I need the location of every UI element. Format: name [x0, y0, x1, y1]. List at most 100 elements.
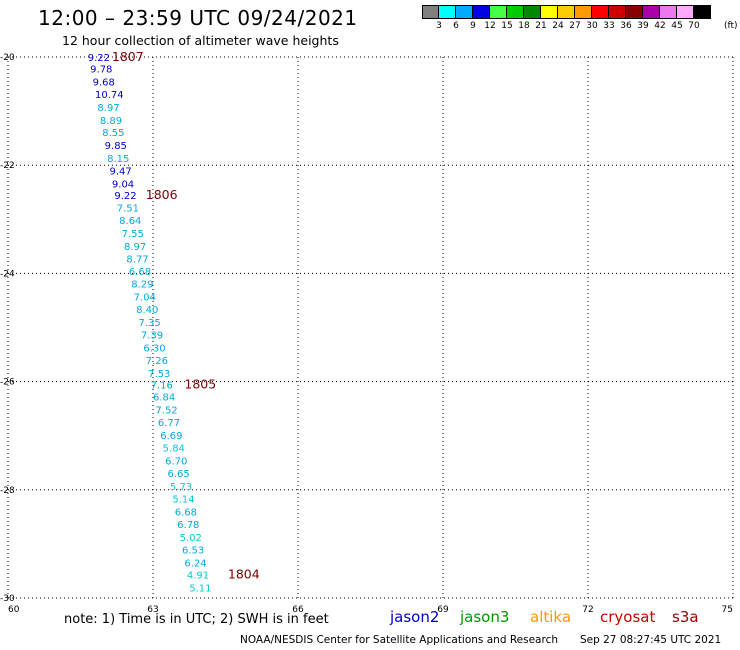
page-title: 12:00 – 23:59 UTC 09/24/2021	[38, 6, 358, 30]
wave-height-value: 6.68	[175, 507, 197, 518]
wave-height-value: 5.84	[163, 444, 185, 455]
wave-height-value: 9.78	[90, 64, 112, 75]
wave-height-value: 5.02	[180, 533, 202, 544]
wave-height-value: 9.04	[112, 180, 134, 191]
color-scale-label: 18	[518, 21, 530, 31]
color-scale-label: 42	[654, 21, 666, 31]
wave-height-value: 7.53	[148, 369, 170, 380]
longitude-tick-label: 69	[437, 605, 449, 615]
color-swatch	[643, 5, 660, 19]
legend-cryosat: cryosat	[600, 608, 656, 626]
wave-height-value: 6.78	[177, 520, 199, 531]
wave-height-value: 8.89	[100, 116, 122, 127]
wave-height-value: 7.04	[134, 293, 156, 304]
color-scale-label: 33	[603, 21, 615, 31]
color-scale-label: 36	[620, 21, 632, 31]
wave-height-value: 9.22	[114, 191, 136, 202]
color-scale-label: 39	[637, 21, 649, 31]
color-swatch	[575, 5, 592, 19]
color-swatch	[677, 5, 694, 19]
wave-height-value: 8.40	[136, 305, 158, 316]
color-swatch	[524, 5, 541, 19]
color-scale-label: 27	[569, 21, 581, 31]
wave-height-value: 6.53	[182, 545, 204, 556]
longitude-tick-label: 72	[582, 605, 593, 615]
latitude-tick-label: -20	[0, 53, 15, 63]
wave-height-value: 5.14	[172, 494, 194, 505]
wave-height-value: 10.74	[95, 90, 124, 101]
color-swatch	[694, 5, 711, 19]
color-swatch	[439, 5, 456, 19]
wave-height-value: 7.16	[151, 380, 173, 391]
wave-height-value: 8.15	[107, 154, 129, 165]
credit-text: NOAA/NESDIS Center for Satellite Applica…	[240, 634, 558, 646]
legend-jason2: jason2	[390, 608, 440, 626]
wave-height-value: 6.70	[165, 457, 187, 468]
color-scale-label: 6	[453, 21, 459, 31]
color-scale-label: 21	[535, 21, 547, 31]
wave-height-value: 8.55	[102, 128, 124, 139]
wave-height-value: 8.64	[119, 216, 141, 227]
latitude-tick-label: -22	[0, 161, 15, 171]
wave-height-value: 6.69	[160, 431, 182, 442]
footer-note: note: 1) Time is in UTC; 2) SWH is in fe…	[64, 612, 329, 627]
color-swatch	[490, 5, 507, 19]
wave-height-value: 6.77	[158, 418, 180, 429]
color-swatch	[507, 5, 524, 19]
legend-s3a: s3a	[672, 608, 699, 626]
wave-height-value: 4.91	[187, 571, 209, 582]
color-scale-label: 24	[552, 21, 564, 31]
color-swatch	[422, 5, 439, 19]
wave-height-value: 6.30	[143, 344, 165, 355]
wave-height-value: 7.39	[141, 331, 163, 342]
latitude-tick-label: -28	[0, 486, 15, 496]
wave-height-value: 9.47	[110, 167, 132, 178]
color-scale-labels: (ft) 3 6 9 12 15 18 21 24 27 30 33 36 39 42 45 70	[422, 19, 737, 33]
color-scale-label: 9	[470, 21, 476, 31]
color-swatch	[473, 5, 490, 19]
wave-height-value: 7.55	[122, 229, 144, 240]
color-swatch	[592, 5, 609, 19]
wave-height-value: 8.77	[126, 254, 148, 265]
longitude-tick-label: 60	[8, 605, 20, 615]
color-scale-label: 15	[501, 21, 513, 31]
legend-altika: altika	[530, 608, 572, 626]
cycle-label: 1806	[146, 187, 178, 202]
wave-height-points: 9.229.789.6810.748.978.898.559.858.159.4…	[88, 53, 212, 595]
wave-height-value: 8.97	[97, 103, 119, 114]
longitude-tick-label: 66	[292, 605, 304, 615]
legend-jason3: jason3	[460, 608, 510, 626]
color-scale-unit: (ft)	[724, 21, 738, 31]
wave-height-value: 6.84	[153, 393, 175, 404]
color-scale-label: 45	[671, 21, 683, 31]
longitude-tick-label: 63	[147, 605, 158, 615]
wave-height-value: 9.22	[88, 53, 110, 64]
latitude-axis: -20 -22 -24 -26 -28 -30	[0, 53, 15, 604]
wave-height-value: 9.68	[93, 77, 115, 88]
color-scale-label: 30	[586, 21, 598, 31]
color-swatch	[609, 5, 626, 19]
map-grid	[7, 56, 734, 599]
wave-height-value: 6.24	[184, 558, 206, 569]
cycle-labels: 1807 1806 1805 1804	[112, 49, 260, 582]
color-scale: (ft) 3 6 9 12 15 18 21 24 27 30 33 36 39 42 45 70	[422, 5, 738, 33]
color-swatch	[660, 5, 677, 19]
color-scale-label: 70	[688, 21, 700, 31]
latitude-tick-label: -24	[0, 269, 15, 279]
color-swatch	[626, 5, 643, 19]
wave-height-value: 8.29	[131, 280, 153, 291]
wave-height-value: 6.65	[168, 469, 190, 480]
latitude-tick-label: -30	[0, 594, 15, 604]
color-scale-label: 3	[436, 21, 442, 31]
wave-height-value: 6.68	[129, 267, 151, 278]
longitude-tick-label: 75	[722, 605, 733, 615]
wave-height-value: 7.35	[139, 318, 161, 329]
wave-height-value: 7.52	[155, 406, 177, 417]
color-scale-label: 12	[484, 21, 496, 31]
color-swatch	[456, 5, 473, 19]
page-subtitle: 12 hour collection of altimeter wave hei…	[62, 33, 339, 48]
longitude-axis: 60 63 66 69 72 75	[8, 605, 733, 615]
cycle-label: 1807	[112, 49, 144, 64]
color-scale-swatches	[422, 5, 711, 19]
